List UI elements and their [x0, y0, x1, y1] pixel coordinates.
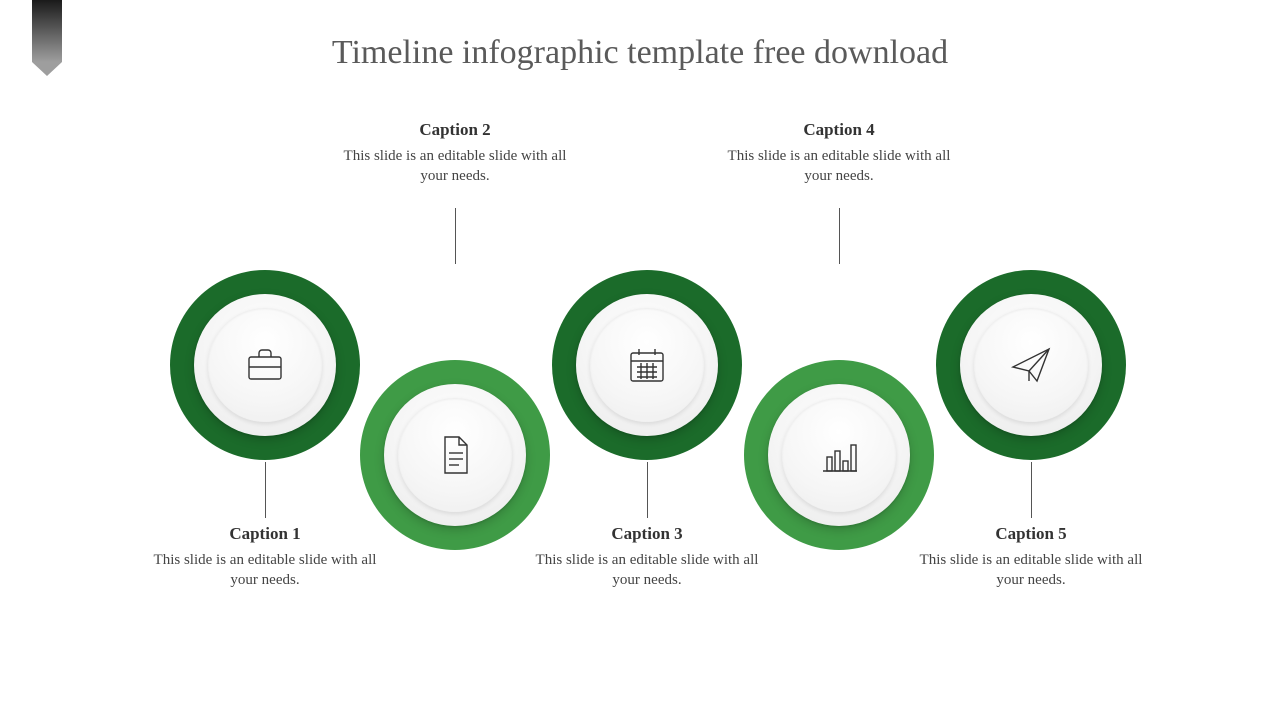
- caption-title: Caption 2: [340, 120, 570, 140]
- node-inner2: [398, 398, 512, 512]
- briefcase-icon: [241, 341, 289, 389]
- barchart-icon: [815, 431, 863, 479]
- slide: Timeline infographic template free downl…: [0, 0, 1280, 720]
- page-title: Timeline infographic template free downl…: [0, 34, 1280, 72]
- timeline-node-5: [936, 270, 1126, 460]
- connector-4: [839, 208, 840, 264]
- caption-title: Caption 5: [916, 524, 1146, 544]
- caption-2: Caption 2 This slide is an editable slid…: [340, 120, 570, 187]
- calendar-icon: [623, 341, 671, 389]
- node-inner2: [974, 308, 1088, 422]
- node-inner2: [590, 308, 704, 422]
- caption-4: Caption 4 This slide is an editable slid…: [724, 120, 954, 187]
- caption-body: This slide is an editable slide with all…: [150, 550, 380, 591]
- timeline-node-1: [170, 270, 360, 460]
- connector-5: [1031, 462, 1032, 518]
- caption-title: Caption 4: [724, 120, 954, 140]
- timeline-node-2: [360, 360, 550, 550]
- connector-1: [265, 462, 266, 518]
- node-inner2: [208, 308, 322, 422]
- caption-body: This slide is an editable slide with all…: [724, 146, 954, 187]
- caption-title: Caption 3: [532, 524, 762, 544]
- document-icon: [431, 431, 479, 479]
- caption-3: Caption 3 This slide is an editable slid…: [532, 524, 762, 591]
- paperplane-icon: [1007, 341, 1055, 389]
- caption-1: Caption 1 This slide is an editable slid…: [150, 524, 380, 591]
- connector-3: [647, 462, 648, 518]
- caption-title: Caption 1: [150, 524, 380, 544]
- caption-5: Caption 5 This slide is an editable slid…: [916, 524, 1146, 591]
- timeline-node-3: [552, 270, 742, 460]
- caption-body: This slide is an editable slide with all…: [916, 550, 1146, 591]
- timeline-node-4: [744, 360, 934, 550]
- caption-body: This slide is an editable slide with all…: [532, 550, 762, 591]
- timeline-stage: Caption 2 This slide is an editable slid…: [0, 120, 1280, 720]
- caption-body: This slide is an editable slide with all…: [340, 146, 570, 187]
- connector-2: [455, 208, 456, 264]
- node-inner2: [782, 398, 896, 512]
